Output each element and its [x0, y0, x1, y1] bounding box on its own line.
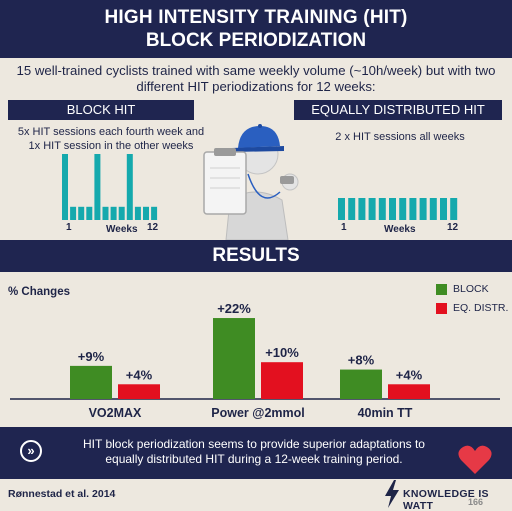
equal-hit-week-bar [378, 198, 386, 220]
block-hit-description: 5x HIT sessions each fourth week and 1x … [6, 125, 216, 153]
bar-eq-1 [261, 362, 303, 399]
title-line-1: HIGH INTENSITY TRAINING (HIT) [104, 7, 408, 28]
block-hit-week-bar [86, 206, 93, 220]
block-hit-week-bar [94, 154, 101, 220]
brand-name: KNOWLEDGE IS WATT [403, 488, 489, 511]
summary-line-2: equally distributed HIT during a 12-week… [105, 452, 403, 466]
clipboard-icon [203, 148, 247, 215]
title-line-2: BLOCK PERIODIZATION [145, 30, 367, 51]
whistle-icon [280, 176, 294, 184]
equal-hit-week-bar [429, 198, 437, 220]
data-label: +4% [126, 367, 153, 382]
brand-number: 166 [468, 497, 484, 507]
equal-hit-week-bar [338, 198, 345, 220]
equal-hit-week-bar [389, 198, 396, 220]
bar-block-2 [340, 369, 382, 399]
bar-block-1 [213, 318, 255, 399]
block-hit-weeks-label: Weeks [106, 224, 138, 235]
category-label: 40min TT [358, 406, 413, 420]
equal-hit-week-bar [440, 198, 447, 220]
block-hit-week-bar [126, 154, 133, 220]
equal-hit-description: 2 x HIT sessions all weeks [335, 131, 465, 143]
legend-swatch-block [436, 284, 447, 295]
equal-hit-week-bar [409, 198, 417, 220]
block-hit-sessions-chart [62, 154, 158, 220]
lightning-bolt-icon [385, 480, 399, 508]
summary-banner [0, 427, 512, 479]
block-hit-week-bar [62, 154, 68, 220]
block-hit-desc-line-1: 5x HIT sessions each fourth week and [17, 126, 205, 138]
data-label: +4% [396, 367, 423, 382]
data-label: +8% [348, 353, 375, 368]
block-hit-week-bar [118, 206, 125, 220]
legend-label-block: BLOCK [453, 283, 489, 295]
equal-hit-week-bar [399, 198, 407, 220]
block-hit-tick-end: 12 [147, 222, 159, 233]
double-chevron-icon: » [20, 440, 42, 462]
block-hit-week-bar [110, 206, 117, 220]
category-label: Power @2mmol [211, 406, 304, 420]
block-hit-week-bar [151, 206, 158, 220]
summary-line-1: HIT block periodization seems to provide… [83, 437, 425, 451]
block-hit-week-bar [134, 206, 141, 220]
data-label: +10% [265, 345, 299, 360]
category-label: VO2MAX [89, 406, 142, 420]
equal-hit-label: EQUALLY DISTRIBUTED HIT [294, 100, 502, 120]
title-banner: HIGH INTENSITY TRAINING (HIT) BLOCK PERI… [0, 0, 512, 58]
citation: Rønnestad et al. 2014 [8, 488, 116, 500]
block-hit-week-bar [70, 206, 77, 220]
coach-figure-icon [203, 124, 299, 240]
heart-icon [458, 445, 492, 474]
summary-text: HIT block periodization seems to provide… [54, 437, 454, 467]
equal-hit-sessions-chart [338, 198, 458, 220]
block-hit-desc-line-2: 1x HIT session in the other weeks [28, 140, 194, 152]
block-hit-label: BLOCK HIT [8, 100, 194, 120]
equal-hit-week-bar [358, 198, 366, 220]
results-ylabel: % Changes [8, 286, 70, 298]
legend-label-eq: EQ. DISTR. [453, 302, 509, 314]
bar-eq-2 [388, 384, 430, 399]
bar-eq-0 [118, 384, 160, 399]
block-hit-week-bar [102, 206, 109, 220]
block-hit-week-bar [143, 206, 149, 220]
legend-swatch-eq [436, 303, 447, 314]
equal-hit-week-bar [348, 198, 356, 220]
results-bar-chart: +9% +4% VO2MAX +22% +10% Power @2mmol +8% +4% 40… [10, 301, 500, 420]
data-label: +9% [78, 349, 105, 364]
equal-hit-tick-start: 1 [341, 222, 347, 233]
block-hit-tick-start: 1 [66, 222, 72, 233]
block-hit-week-bar [78, 206, 85, 220]
data-label: +22% [217, 301, 251, 316]
equal-hit-week-bar [450, 198, 458, 220]
bar-block-0 [70, 365, 112, 399]
results-heading: RESULTS [0, 240, 512, 272]
equal-hit-tick-end: 12 [447, 222, 459, 233]
equal-hit-weeks-label: Weeks [384, 224, 416, 235]
equal-hit-week-bar [368, 198, 376, 220]
equal-hit-week-bar [419, 198, 427, 220]
study-description: 15 well-trained cyclists trained with sa… [16, 63, 496, 94]
